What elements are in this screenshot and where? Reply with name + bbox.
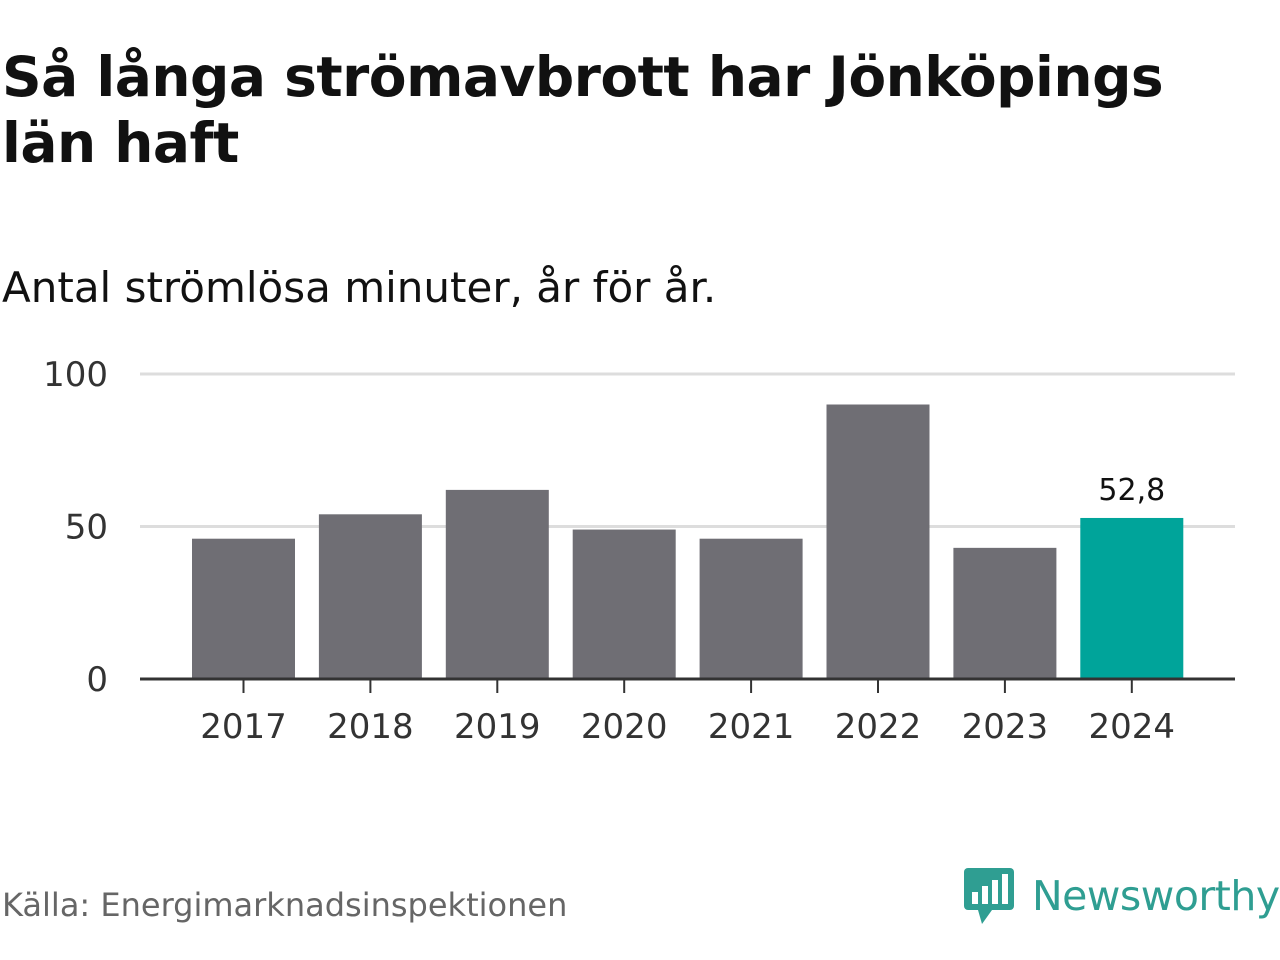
bar-2023 bbox=[953, 547, 1057, 679]
bars bbox=[192, 404, 1184, 679]
bar-2017 bbox=[192, 538, 295, 679]
x-tick-label: 2022 bbox=[835, 707, 922, 747]
bar-2021 bbox=[699, 538, 803, 679]
x-axis bbox=[140, 677, 1235, 693]
bar-chart: 0 50 100 2017 2018 2019 2020 2021 2022 2023 2024 52… bbox=[43, 355, 1235, 747]
newsworthy-logo-icon bbox=[964, 868, 1014, 924]
y-tick-label: 50 bbox=[65, 508, 108, 548]
x-tick-label: 2018 bbox=[327, 707, 414, 747]
chart-subtitle: Antal strömlösa minuter, år för år. bbox=[2, 263, 717, 312]
newsworthy-brand: Newsworthy bbox=[962, 864, 1280, 928]
grid-lines bbox=[140, 372, 1235, 528]
source-note: Källa: Energimarknadsinspektionen bbox=[2, 886, 568, 924]
y-tick-label: 0 bbox=[86, 660, 108, 700]
x-tick-label: 2021 bbox=[708, 707, 795, 747]
x-tick-label: 2017 bbox=[200, 707, 287, 747]
bar-2022 bbox=[826, 404, 930, 679]
x-tick-label: 2020 bbox=[581, 707, 668, 747]
data-label-2024: 52,8 bbox=[1098, 473, 1165, 508]
bar-2020 bbox=[572, 529, 676, 679]
x-tick-label: 2019 bbox=[454, 707, 541, 747]
bar-2024 bbox=[1080, 517, 1184, 679]
chart-title: Så långa strömavbrott har Jönköpings län… bbox=[2, 45, 1164, 175]
y-tick-label: 100 bbox=[43, 355, 108, 395]
x-tick-label: 2023 bbox=[962, 707, 1049, 747]
bar-2018 bbox=[318, 514, 422, 679]
labels: 0 50 100 2017 2018 2019 2020 2021 2022 2023 2024 52… bbox=[43, 355, 1175, 747]
bar-2019 bbox=[445, 489, 549, 679]
x-tick-label: 2024 bbox=[1089, 707, 1176, 747]
brand-name: Newsworthy bbox=[1032, 872, 1280, 920]
